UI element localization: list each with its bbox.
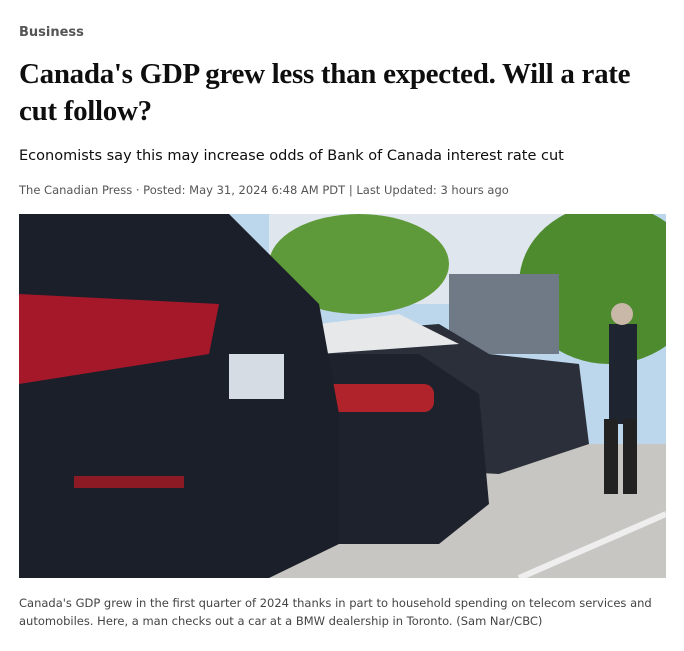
section-label[interactable]: Business [19,25,84,40]
byline: The Canadian Press · Posted: May 31, 202… [19,183,509,197]
headline: Canada's GDP grew less than expected. Wi… [19,58,631,127]
photo-caption: Canada's GDP grew in the first quarter o… [19,596,652,628]
subheadline: Economists say this may increase odds of… [19,148,564,164]
article-photo[interactable] [19,214,666,578]
